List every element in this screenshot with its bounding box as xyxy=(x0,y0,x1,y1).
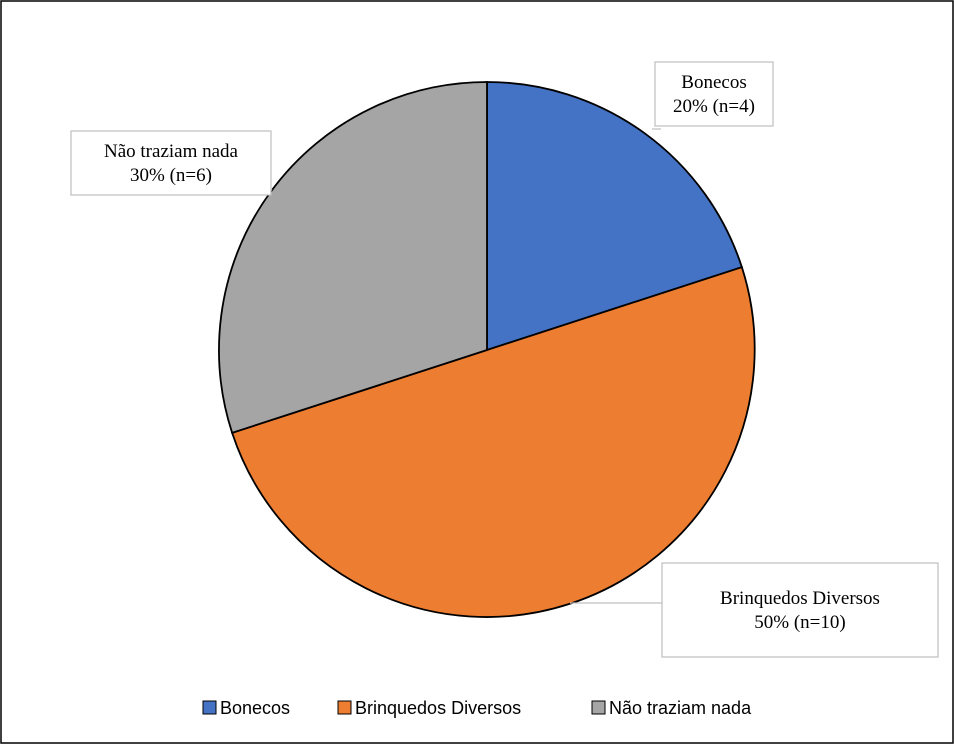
legend: Bonecos Brinquedos Diversos Não traziam na… xyxy=(202,698,752,718)
legend-item-nao-traziam-nada: Não traziam nada xyxy=(591,698,752,718)
data-label-value: 50% (n=10) xyxy=(754,612,845,633)
legend-item-brinquedos-diversos: Brinquedos Diversos xyxy=(337,698,521,718)
data-label-value: 20% (n=4) xyxy=(673,96,755,117)
data-label-brinquedos-diversos: Brinquedos Diversos 50% (n=10) xyxy=(661,562,939,658)
data-label-category: Brinquedos Diversos xyxy=(720,588,880,609)
data-label-value: 30% (n=6) xyxy=(130,165,212,186)
data-labels: Bonecos 20% (n=4) Brinquedos Diversos 50% (… xyxy=(70,61,939,658)
legend-label: Brinquedos Diversos xyxy=(355,698,521,718)
legend-swatch xyxy=(337,700,352,715)
legend-label: Não traziam nada xyxy=(609,698,752,718)
legend-swatch xyxy=(202,700,217,715)
data-label-box xyxy=(661,562,939,658)
pie-slice-bonecos xyxy=(486,81,744,352)
legend-item-bonecos: Bonecos xyxy=(202,698,290,718)
pie-slices xyxy=(218,81,756,618)
legend-swatch xyxy=(591,700,606,715)
pie-slice-brinquedos-diversos xyxy=(230,266,756,618)
data-label-category: Bonecos xyxy=(681,72,746,93)
legend-label: Bonecos xyxy=(220,698,290,718)
data-label-category: Não traziam nada xyxy=(104,141,239,162)
data-label-bonecos: Bonecos 20% (n=4) xyxy=(654,61,774,127)
data-label-box xyxy=(654,61,774,127)
data-label-nao-traziam-nada: Não traziam nada 30% (n=6) xyxy=(70,130,272,196)
data-label-box xyxy=(70,130,272,196)
